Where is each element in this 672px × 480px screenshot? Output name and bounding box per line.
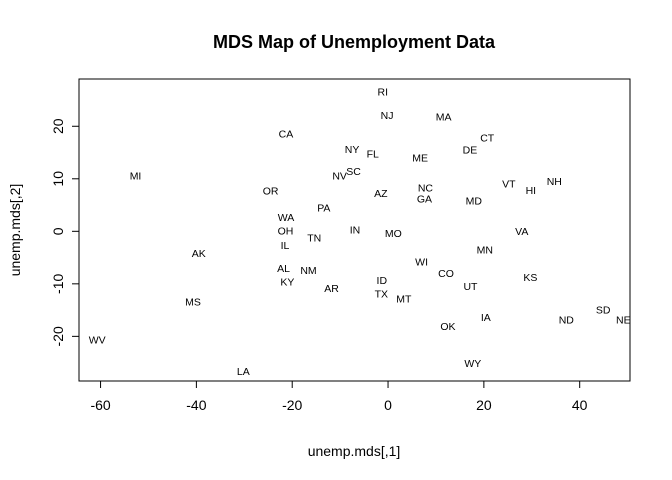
point-label-mi: MI: [130, 171, 142, 183]
point-label-pa: PA: [317, 203, 330, 215]
y-tick-label: 10: [50, 171, 66, 187]
point-label-nc: NC: [418, 183, 434, 195]
point-label-wy: WY: [464, 358, 481, 370]
chart-title: MDS Map of Unemployment Data: [213, 32, 496, 52]
point-label-nd: ND: [559, 315, 575, 327]
x-axis-label: unemp.mds[,1]: [308, 443, 401, 459]
point-label-ia: IA: [481, 312, 491, 324]
point-label-ks: KS: [523, 272, 537, 284]
point-label-ne: NE: [616, 315, 631, 327]
point-label-sd: SD: [596, 305, 611, 317]
point-label-mt: MT: [396, 294, 412, 306]
point-label-ut: UT: [463, 281, 478, 293]
point-label-ca: CA: [279, 129, 294, 141]
point-label-tx: TX: [375, 288, 388, 300]
x-tick-label: -20: [282, 397, 302, 413]
point-label-hi: HI: [526, 185, 537, 197]
point-label-la: LA: [237, 366, 250, 378]
y-tick-label: 20: [50, 118, 66, 134]
point-label-nv: NV: [332, 171, 347, 183]
point-label-wi: WI: [415, 256, 428, 268]
point-label-sc: SC: [346, 166, 361, 178]
point-label-ak: AK: [192, 248, 206, 260]
point-label-md: MD: [466, 195, 483, 207]
point-label-fl: FL: [367, 149, 379, 161]
point-label-ma: MA: [436, 111, 452, 123]
point-label-de: DE: [463, 144, 478, 156]
point-label-al: AL: [277, 263, 290, 275]
point-label-mo: MO: [385, 228, 402, 240]
point-label-ms: MS: [185, 297, 201, 309]
point-label-ri: RI: [378, 87, 389, 99]
x-tick-label: 0: [384, 397, 392, 413]
point-label-nm: NM: [300, 265, 316, 277]
point-label-nh: NH: [547, 176, 562, 188]
y-tick-label: -20: [50, 326, 66, 346]
x-tick-label: 40: [572, 397, 588, 413]
point-label-me: ME: [412, 152, 428, 164]
point-label-ny: NY: [345, 144, 360, 156]
point-label-vt: VT: [502, 179, 516, 191]
x-tick-label: -60: [90, 397, 110, 413]
y-tick-label: -10: [50, 274, 66, 294]
point-label-in: IN: [350, 225, 361, 237]
y-tick-label: 0: [50, 227, 66, 235]
point-label-id: ID: [377, 275, 388, 287]
y-axis-label: unemp.mds[,2]: [7, 184, 23, 277]
point-label-va: VA: [515, 226, 528, 238]
point-label-ok: OK: [440, 321, 455, 333]
point-label-or: OR: [263, 185, 279, 197]
x-tick-label: 20: [476, 397, 492, 413]
point-label-mn: MN: [477, 245, 493, 257]
point-label-wa: WA: [278, 212, 295, 224]
x-axis: -60 -40 -20 0 20 40: [90, 380, 588, 413]
point-label-nj: NJ: [381, 110, 394, 122]
point-label-ar: AR: [324, 283, 339, 295]
point-label-il: IL: [281, 240, 290, 252]
point-label-co: CO: [438, 268, 454, 280]
point-label-ky: KY: [280, 277, 294, 289]
y-axis: -20 -10 0 10 20: [50, 118, 80, 346]
point-label-tn: TN: [307, 233, 321, 245]
x-tick-label: -40: [186, 397, 206, 413]
point-label-oh: OH: [278, 225, 294, 237]
point-label-ga: GA: [417, 194, 432, 206]
point-label-wv: WV: [89, 335, 106, 347]
point-label-az: AZ: [374, 188, 388, 200]
point-label-ct: CT: [480, 132, 495, 144]
